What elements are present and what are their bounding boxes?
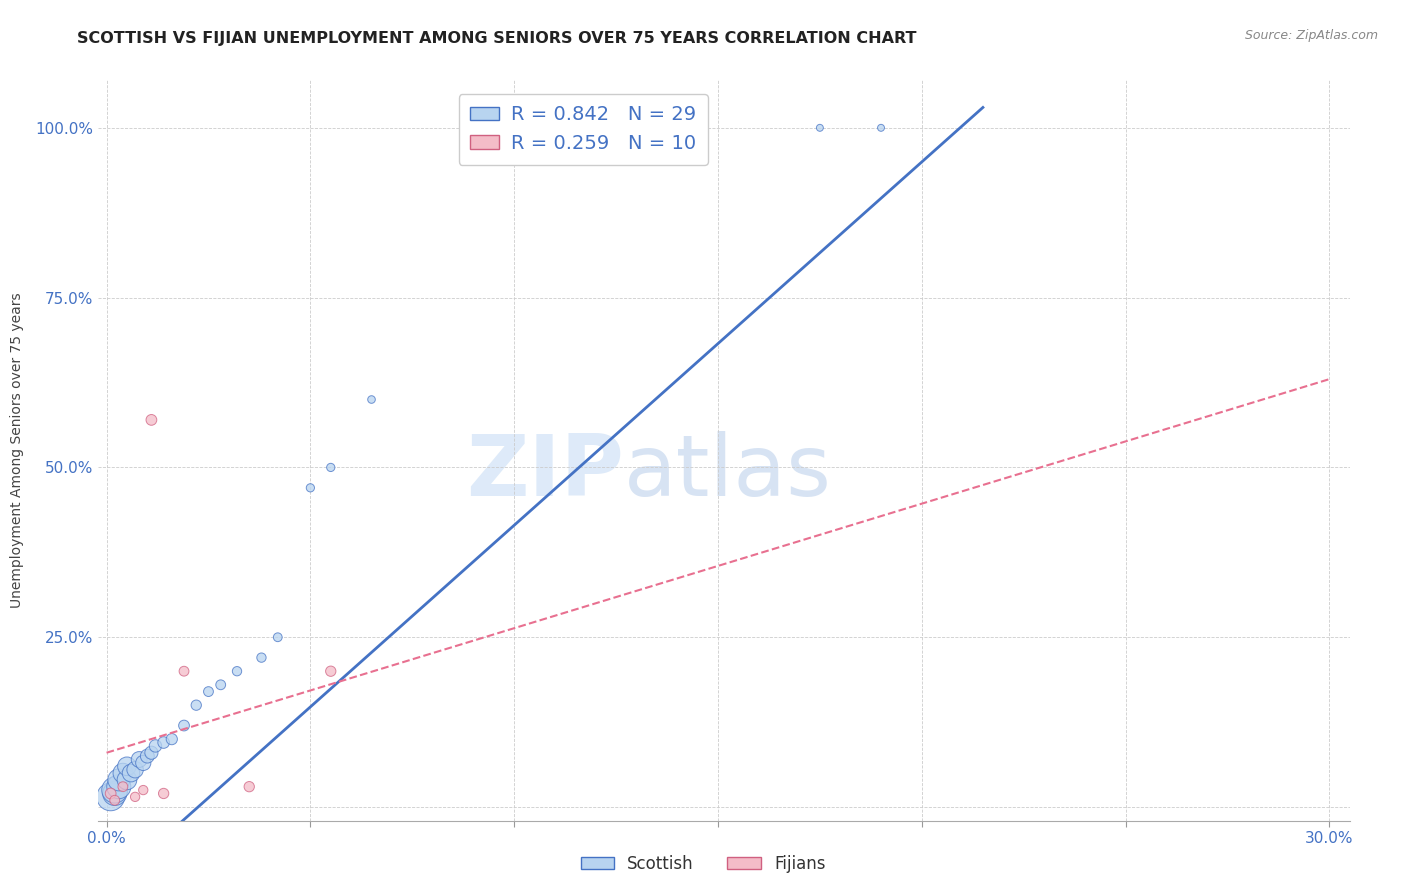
Point bbox=[870, 120, 893, 135]
Point bbox=[100, 789, 122, 804]
Point bbox=[104, 793, 127, 807]
Point bbox=[115, 759, 138, 773]
Point bbox=[299, 481, 322, 495]
Point bbox=[132, 783, 155, 797]
Point bbox=[152, 735, 174, 749]
Point bbox=[128, 752, 150, 766]
Point bbox=[141, 746, 163, 760]
Legend: Scottish, Fijians: Scottish, Fijians bbox=[574, 848, 832, 880]
Point bbox=[111, 780, 134, 794]
Point bbox=[141, 413, 163, 427]
Point bbox=[808, 120, 831, 135]
Point bbox=[238, 780, 260, 794]
Point bbox=[124, 763, 146, 777]
Point bbox=[132, 756, 155, 770]
Point bbox=[107, 780, 129, 794]
Point bbox=[173, 664, 195, 678]
Point bbox=[173, 718, 195, 732]
Point bbox=[120, 766, 142, 780]
Text: SCOTTISH VS FIJIAN UNEMPLOYMENT AMONG SENIORS OVER 75 YEARS CORRELATION CHART: SCOTTISH VS FIJIAN UNEMPLOYMENT AMONG SE… bbox=[77, 31, 917, 46]
Point bbox=[197, 684, 219, 698]
Text: Source: ZipAtlas.com: Source: ZipAtlas.com bbox=[1244, 29, 1378, 42]
Point bbox=[209, 678, 232, 692]
Legend: R = 0.842   N = 29, R = 0.259   N = 10: R = 0.842 N = 29, R = 0.259 N = 10 bbox=[458, 94, 707, 165]
Point bbox=[186, 698, 208, 713]
Point bbox=[115, 772, 138, 787]
Point bbox=[100, 787, 122, 801]
Point bbox=[104, 787, 127, 801]
Point bbox=[124, 789, 146, 804]
Point bbox=[319, 664, 342, 678]
Point bbox=[160, 732, 183, 747]
Point bbox=[267, 630, 290, 644]
Text: ZIP: ZIP bbox=[467, 431, 624, 514]
Y-axis label: Unemployment Among Seniors over 75 years: Unemployment Among Seniors over 75 years bbox=[10, 293, 24, 608]
Point bbox=[226, 664, 249, 678]
Text: atlas: atlas bbox=[624, 431, 832, 514]
Point bbox=[145, 739, 167, 753]
Point bbox=[250, 650, 273, 665]
Point bbox=[152, 787, 174, 801]
Point bbox=[136, 749, 159, 764]
Point bbox=[319, 460, 342, 475]
Point bbox=[111, 766, 134, 780]
Point bbox=[107, 772, 129, 787]
Point bbox=[360, 392, 382, 407]
Point bbox=[104, 783, 127, 797]
